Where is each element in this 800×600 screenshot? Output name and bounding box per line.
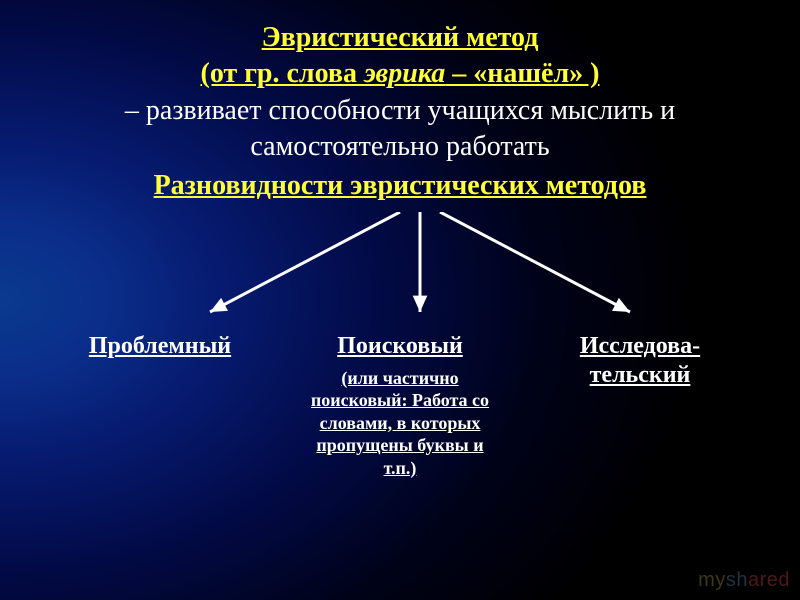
watermark-part-2: sh xyxy=(726,569,748,591)
column-2-head: Поисковый xyxy=(300,332,500,361)
column-3-head: Исследова- тельский xyxy=(540,332,740,390)
title-description: – развивает способности учащихся мыслить… xyxy=(40,93,760,166)
column-1: Проблемный xyxy=(60,332,260,479)
column-1-head: Проблемный xyxy=(60,332,260,361)
title-line-1: Эвристический метод xyxy=(40,20,760,56)
column-3: Исследова- тельский xyxy=(540,332,740,479)
arrows-svg xyxy=(40,212,800,332)
title-block: Эвристический метод (от гр. слова эврика… xyxy=(40,20,760,204)
arrows-container xyxy=(40,212,760,332)
columns-row: Проблемный Поисковый (или частично поиск… xyxy=(40,332,760,479)
watermark-part-4: red xyxy=(760,569,790,591)
column-2: Поисковый (или частично поисковый: Работ… xyxy=(300,332,500,479)
slide-content: Эвристический метод (от гр. слова эврика… xyxy=(0,0,800,600)
title-line-2-prefix: (от гр. слова xyxy=(201,58,365,89)
watermark: myshared xyxy=(698,569,790,592)
desc-prefix: – xyxy=(125,95,146,126)
subtitle: Разновидности эвристических методов xyxy=(40,168,760,204)
desc-text: развивает способности учащихся мыслить и… xyxy=(146,95,675,162)
watermark-part-1: my xyxy=(698,569,726,591)
title-line-2: (от гр. слова эврика – «нашёл» ) xyxy=(40,56,760,92)
watermark-part-3: a xyxy=(748,569,760,591)
title-line-2-italic: эврика xyxy=(364,58,445,89)
column-2-note: (или частично поисковый: Работа со слова… xyxy=(300,367,500,480)
title-line-2-suffix: – «нашёл» ) xyxy=(445,58,599,89)
